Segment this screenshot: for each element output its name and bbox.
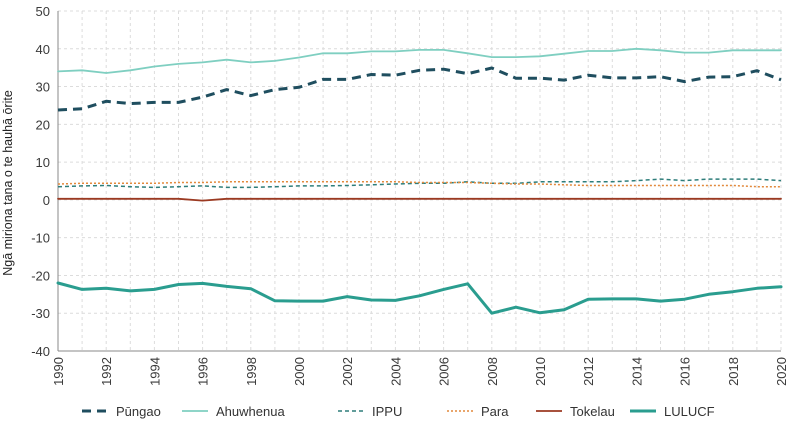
legend-label-5: Tokelau <box>570 404 615 419</box>
x-tick-label: 2000 <box>292 357 307 386</box>
grid-lines <box>57 10 782 352</box>
y-tick-label: -40 <box>31 344 50 359</box>
y-tick-label: 40 <box>36 42 50 57</box>
x-tick-label: 1996 <box>196 357 211 386</box>
x-tick-label: 2016 <box>678 357 693 386</box>
x-tick-label: 1994 <box>147 357 162 386</box>
series-line-4 <box>57 181 781 188</box>
y-tick-label: 50 <box>36 4 50 19</box>
series-line-3 <box>57 178 782 189</box>
x-axis-ticks: 1990 1992 1994 1996 1998 2000 2002 2004 2006 2008… <box>51 357 789 386</box>
x-tick-label: 2008 <box>485 357 500 386</box>
legend-label-4: Para <box>481 404 509 419</box>
x-tick-label: 2004 <box>388 357 403 386</box>
series-line-2 <box>57 47 782 74</box>
y-tick-label: 20 <box>36 117 50 132</box>
x-tick-label: 2020 <box>774 357 789 386</box>
y-axis-ticks: -40 -30 -20 -10 0 10 20 30 40 50 <box>31 4 50 359</box>
legend-label-1: Pūngao <box>116 404 161 419</box>
x-tick-label: 2002 <box>340 357 355 386</box>
x-tick-label: 1998 <box>244 357 259 386</box>
series-line-6 <box>56 281 783 315</box>
legend-label-3: IPPU <box>372 404 402 419</box>
series-line-5 <box>57 197 782 202</box>
x-tick-label: 1992 <box>99 357 114 386</box>
y-tick-label: -20 <box>31 268 50 283</box>
y-tick-label: 30 <box>36 80 50 95</box>
x-tick-label: 2006 <box>437 357 452 386</box>
series-line-1 <box>57 66 782 112</box>
x-tick-label: 1990 <box>51 357 66 386</box>
y-tick-label: -10 <box>31 231 50 246</box>
y-tick-label: -30 <box>31 306 50 321</box>
x-tick-label: 2014 <box>629 357 644 386</box>
legend-label-6: LULUCF <box>664 404 715 419</box>
y-axis-title: Ngā miriona tana o te hauhā ōrite <box>1 90 15 276</box>
x-tick-label: 2010 <box>533 357 548 386</box>
y-tick-label: 0 <box>43 193 50 208</box>
x-tick-label: 2012 <box>581 357 596 386</box>
x-tick-label: 2018 <box>726 357 741 386</box>
series-lines <box>56 47 783 315</box>
legend: Pūngao Ahuwhenua IPPU Para Tokelau LULUCF <box>82 404 715 419</box>
y-tick-label: 10 <box>36 155 50 170</box>
legend-label-2: Ahuwhenua <box>216 404 285 419</box>
